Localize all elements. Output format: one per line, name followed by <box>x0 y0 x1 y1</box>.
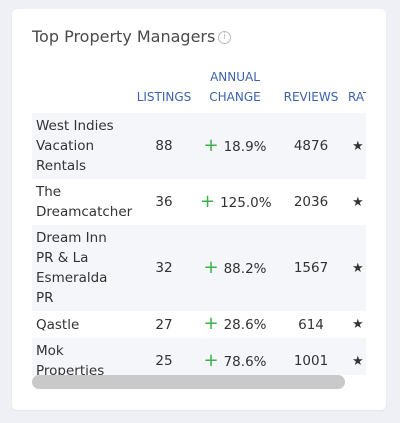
table-row: Dream Inn PR & La Esmeralda PR 32 +88.2% 15… <box>32 225 366 311</box>
table-cell: 1567 <box>274 225 348 311</box>
table-cell: +18.9% <box>196 113 274 179</box>
star-icon: ★ <box>352 138 364 154</box>
table-cell: +125.0% <box>196 179 274 225</box>
plus-icon: + <box>203 256 219 278</box>
plus-icon: + <box>203 313 219 334</box>
plus-icon: + <box>203 134 219 156</box>
cell-text: 125.0% <box>220 194 272 211</box>
cell-text: 88.2% <box>223 260 267 277</box>
header-cell <box>32 67 132 113</box>
card-title: Top Property Managers <box>32 27 216 46</box>
table-cell: 2036 <box>293 194 329 210</box>
scrollbar[interactable] <box>32 375 345 389</box>
column-header: LISTINGS <box>136 90 192 104</box>
table: LISTINGS ANNUAL CHANGE REVIEWS RATI West In… <box>32 67 366 375</box>
column-header: ANNUAL CHANGE <box>209 70 261 104</box>
table-cell: Mok Properties <box>32 338 132 375</box>
column-header: RATI <box>348 90 366 104</box>
cell-text: 28.6% <box>223 317 267 333</box>
column-header: REVIEWS <box>283 90 339 104</box>
table-cell: 25 <box>132 338 196 375</box>
table-cell: 88 <box>132 113 196 179</box>
table-cell: 32 <box>132 225 196 311</box>
star-icon: ★ <box>352 317 364 332</box>
table-cell: ★4. <box>348 338 366 375</box>
table-cell: +28.6% <box>196 311 274 338</box>
table-row: West Indies Vacation Rentals 88 +18.9% 4876… <box>32 113 366 179</box>
star-icon: ★ <box>352 194 364 210</box>
table-cell: The Dreamcatcher <box>36 184 133 220</box>
table-cell: Dream Inn PR & La Esmeralda PR <box>32 225 132 311</box>
table-cell: +88.2% <box>196 225 274 311</box>
table-row: Qastle 27 +28.6% 614 ★4. <box>32 311 366 338</box>
table-cell: 614 <box>298 316 324 333</box>
table-cell: ★4. <box>348 225 366 311</box>
table-body: West Indies Vacation Rentals 88 +18.9% 4876… <box>32 113 366 375</box>
table-row: The Dreamcatcher 36 +125.0% 2036 ★4. <box>32 179 366 225</box>
table-cell: ★4. <box>348 311 366 338</box>
table-cell: 27 <box>155 316 173 333</box>
table-cell: ★4. <box>348 179 366 225</box>
table-cell: 4876 <box>274 113 348 179</box>
table-cell: Qastle <box>36 316 80 333</box>
star-icon: ★ <box>352 260 364 276</box>
info-icon[interactable]: i <box>218 31 231 44</box>
table-cell: 1001 <box>274 338 348 375</box>
plus-icon: + <box>200 190 216 212</box>
table-cell: +78.6% <box>196 338 274 375</box>
card: Top Property Managers i LISTINGS ANNUAL C… <box>12 9 386 410</box>
table-wrap: LISTINGS ANNUAL CHANGE REVIEWS RATI West In… <box>32 67 366 375</box>
table-cell: ★4. <box>348 113 366 179</box>
plus-icon: + <box>203 349 219 371</box>
table-cell: 36 <box>155 194 173 210</box>
table-cell: West Indies Vacation Rentals <box>32 113 132 179</box>
header-row: LISTINGS ANNUAL CHANGE REVIEWS RATI <box>32 67 366 113</box>
star-icon: ★ <box>352 353 364 369</box>
cell-text: 18.9% <box>223 138 267 155</box>
cell-text: 78.6% <box>223 353 267 370</box>
